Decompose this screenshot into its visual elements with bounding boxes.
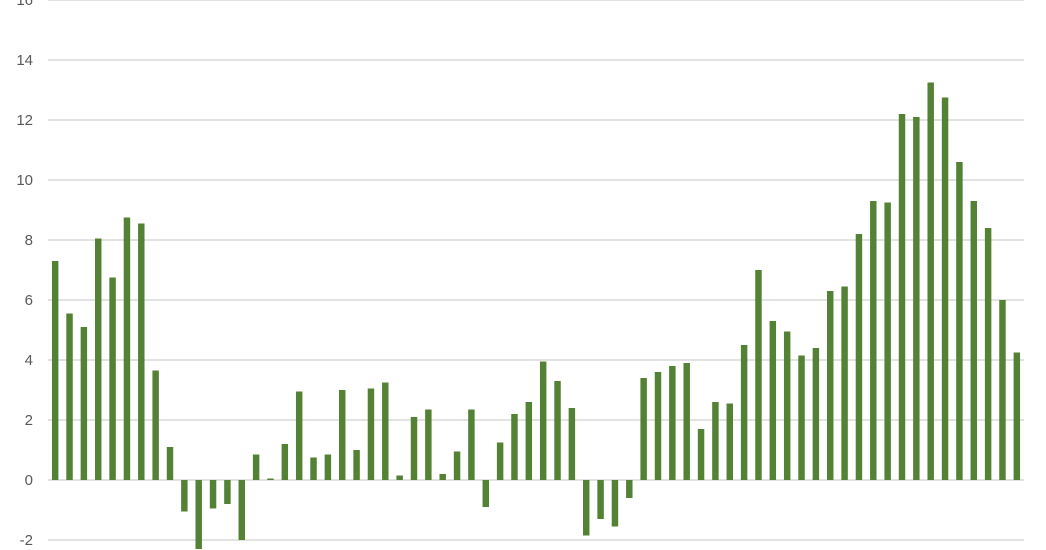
bar: [95, 238, 102, 480]
bar: [367, 388, 375, 480]
bar: [870, 201, 877, 480]
bar: [224, 480, 231, 504]
bar: [783, 331, 791, 480]
bar: [51, 261, 59, 480]
bar: [453, 451, 461, 480]
bar: [166, 447, 174, 480]
bar: [525, 402, 533, 480]
bar: [109, 277, 116, 480]
bar: [267, 478, 274, 480]
bar: [654, 372, 662, 480]
bar: [382, 382, 389, 480]
bar: [841, 286, 848, 480]
bar: [999, 300, 1006, 480]
bar: [281, 444, 289, 480]
bar: [611, 480, 619, 527]
bar: [697, 429, 705, 480]
y-tick-label: 10: [16, 172, 33, 189]
bar: [726, 403, 733, 480]
bar: [66, 313, 73, 480]
y-tick-label: 2: [25, 412, 33, 429]
bar: [511, 414, 518, 480]
bar: [396, 475, 403, 480]
bar: [238, 480, 245, 540]
y-tick-label: 14: [16, 52, 33, 69]
bar: [554, 381, 561, 480]
bar: [583, 480, 590, 536]
bar: [669, 366, 676, 480]
bar: [482, 480, 489, 507]
bar: [913, 117, 920, 480]
bar: [626, 480, 633, 498]
bar: [324, 454, 332, 480]
bar: [884, 202, 891, 480]
y-tick-label: 4: [25, 352, 33, 369]
bar: [597, 480, 604, 519]
bar: [310, 457, 317, 480]
bar: [353, 450, 360, 480]
bar: [640, 378, 647, 480]
bar: [683, 363, 690, 480]
y-tick-label: -2: [20, 532, 33, 549]
bar: [123, 217, 131, 480]
y-tick-label: 0: [25, 472, 33, 489]
bar: [425, 409, 432, 480]
bar: [984, 228, 992, 480]
bar: [496, 442, 504, 480]
bar: [181, 480, 188, 512]
bar: [941, 97, 949, 480]
bar: [410, 417, 418, 480]
bar: [252, 454, 260, 480]
y-axis-tick-labels: -2 0 2 4 6 8 10 12 14 16: [16, 0, 33, 549]
bar: [439, 474, 446, 480]
bar: [927, 82, 934, 480]
bar: [209, 480, 217, 509]
bar: [798, 355, 805, 480]
bar: [956, 162, 963, 480]
bar: [80, 327, 88, 480]
bar: [468, 409, 475, 480]
bar: [898, 114, 906, 480]
bar: [539, 361, 547, 480]
bar: [568, 408, 576, 480]
bar: [812, 348, 820, 480]
bar: [152, 370, 159, 480]
bars: [51, 82, 1021, 549]
bar: [769, 321, 777, 480]
y-tick-label: 6: [25, 292, 33, 309]
bar: [740, 345, 748, 480]
bar: [138, 223, 145, 480]
bar: [970, 201, 977, 480]
bar: [195, 480, 202, 549]
bar: [755, 270, 762, 480]
bar: [855, 234, 863, 480]
bar: [712, 402, 719, 480]
bar: [295, 391, 303, 480]
y-tick-label: 8: [25, 232, 33, 249]
y-tick-label: 12: [16, 112, 33, 129]
bar: [1013, 352, 1021, 480]
bar: [339, 390, 346, 480]
gridlines: [48, 0, 1024, 541]
bar: [827, 291, 834, 480]
y-tick-label: 16: [16, 0, 33, 9]
